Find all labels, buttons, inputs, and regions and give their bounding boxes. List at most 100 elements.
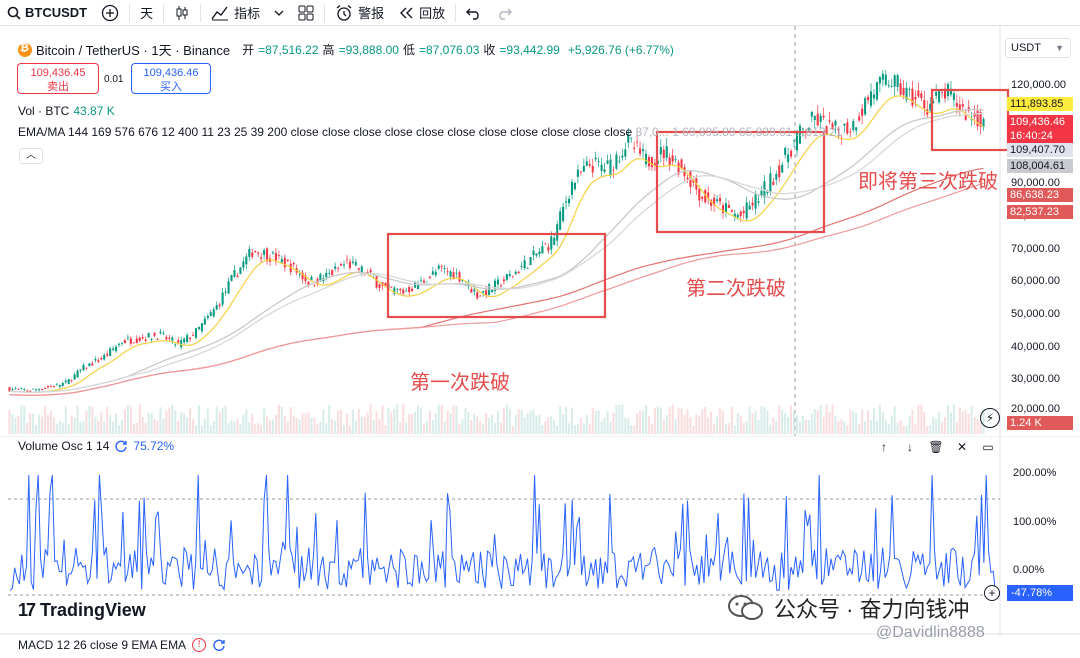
candle-body xyxy=(751,202,754,206)
volume-bar xyxy=(268,420,272,434)
candle-body xyxy=(476,292,479,299)
volume-bar xyxy=(236,418,239,434)
refresh-icon[interactable] xyxy=(114,439,128,453)
ema-legend[interactable]: EMA/MA 144 169 576 676 12 400 11 23 25 3… xyxy=(18,125,842,139)
volume-bar xyxy=(254,424,257,434)
box-first-break xyxy=(386,232,607,319)
candle-body xyxy=(260,257,263,259)
macd-legend[interactable]: MACD 12 26 close 9 EMA EMA ! xyxy=(18,638,226,652)
volume-bar xyxy=(727,423,730,434)
trash-icon[interactable]: 🗑 xyxy=(928,440,944,454)
candle-body xyxy=(801,128,804,130)
candle-body xyxy=(902,87,905,96)
volume-bar xyxy=(677,408,680,434)
volume-bar xyxy=(565,406,568,434)
candle-body xyxy=(529,257,532,266)
osc-axis-label: 0.00% xyxy=(1013,564,1045,576)
volume-oscillator-chart[interactable] xyxy=(0,436,1080,636)
arrow-up-icon[interactable]: ↑ xyxy=(881,440,887,454)
indicators-button[interactable]: 指标 xyxy=(204,0,267,26)
collapse-pane-icon[interactable]: ✕ xyxy=(956,440,968,454)
layout-button[interactable] xyxy=(291,0,321,26)
volume-bar xyxy=(449,413,452,434)
volume-bar xyxy=(156,420,159,434)
currency-selector[interactable]: USDT ▼ xyxy=(1005,38,1071,58)
volume-bar xyxy=(135,423,138,434)
add-indicator-icon[interactable]: + xyxy=(984,585,1000,601)
volume-bar xyxy=(260,425,263,434)
volume-bar xyxy=(834,416,837,434)
lightning-icon[interactable]: ⚡ xyxy=(980,408,1000,428)
buy-button[interactable]: 109,436.46 买入 xyxy=(131,63,211,94)
arrow-down-icon[interactable]: ↓ xyxy=(907,440,913,454)
candle-body xyxy=(156,339,159,341)
candle-body xyxy=(784,147,787,155)
maximize-pane-icon[interactable]: ▭ xyxy=(982,440,994,454)
buy-price: 109,436.46 xyxy=(143,67,199,79)
candle-body xyxy=(147,333,150,338)
candle-body xyxy=(218,304,221,306)
volume-bar xyxy=(307,412,310,434)
candle-body xyxy=(437,265,440,269)
replay-button[interactable]: 回放 xyxy=(391,0,452,26)
price-axis-tag: 86,638.23 xyxy=(1007,188,1073,202)
interval-button[interactable]: 天 xyxy=(133,0,160,26)
volume-bar xyxy=(775,420,778,434)
candle-body xyxy=(878,77,881,84)
volume-bar xyxy=(440,405,443,434)
price-chart[interactable] xyxy=(0,26,1080,436)
volume-bar xyxy=(621,404,624,434)
undo-button[interactable] xyxy=(459,0,489,26)
candle-body xyxy=(914,97,917,100)
volume-bar xyxy=(414,412,417,434)
candle-body xyxy=(600,164,603,171)
candle-body xyxy=(165,336,168,340)
chevron-down-icon: ▼ xyxy=(1055,43,1064,53)
price-axis-label: 60,000.00 xyxy=(1011,275,1060,287)
redo-button[interactable] xyxy=(489,0,519,26)
volume-bar xyxy=(417,405,420,434)
volume-legend[interactable]: Vol · BTC 43.87 K xyxy=(18,104,115,118)
volume-bar xyxy=(887,424,890,434)
candle-body xyxy=(159,331,162,334)
volume-bar xyxy=(411,414,414,434)
alert-icon[interactable]: ! xyxy=(192,638,207,652)
candle-body xyxy=(384,282,387,286)
candle-body xyxy=(982,118,985,127)
volume-bar xyxy=(674,419,677,434)
volume-bar xyxy=(337,410,340,434)
candle-body xyxy=(64,380,67,383)
volume-bar xyxy=(316,423,319,434)
candle-body xyxy=(419,279,423,281)
volume-bar xyxy=(428,410,431,434)
candle-body xyxy=(627,133,630,143)
volume-bar xyxy=(76,405,79,434)
alert-button[interactable]: 警报 xyxy=(328,0,391,26)
compare-symbol-button[interactable] xyxy=(94,0,126,26)
oscillator-legend[interactable]: Volume Osc 1 14 75.72% xyxy=(18,439,174,453)
candle-body xyxy=(843,123,846,126)
volume-bar xyxy=(615,404,618,434)
high-label: 高 xyxy=(322,43,335,57)
candle-body xyxy=(562,206,565,221)
candle-body xyxy=(908,89,911,91)
refresh-icon[interactable] xyxy=(212,638,226,652)
candle-body xyxy=(153,332,156,336)
volume-bar xyxy=(508,409,511,434)
sell-button[interactable]: 109,436.45 卖出 xyxy=(17,63,99,94)
collapse-legend-button[interactable]: ︿ xyxy=(19,148,43,164)
symbol-search-button[interactable]: BTCUSDT xyxy=(0,0,94,26)
indicators-dropdown[interactable] xyxy=(267,0,291,26)
volume-bar xyxy=(926,425,929,434)
volume-bar xyxy=(923,412,926,434)
chart-type-button[interactable] xyxy=(167,0,197,26)
volume-bar xyxy=(532,409,535,434)
volume-bar xyxy=(585,414,588,434)
volume-bar xyxy=(79,421,82,434)
volume-osc-line xyxy=(9,474,997,594)
candle-body xyxy=(455,272,458,274)
candle-body xyxy=(896,75,899,87)
volume-bar xyxy=(612,412,615,434)
candle-body xyxy=(109,348,112,356)
volume-bar xyxy=(538,414,541,434)
